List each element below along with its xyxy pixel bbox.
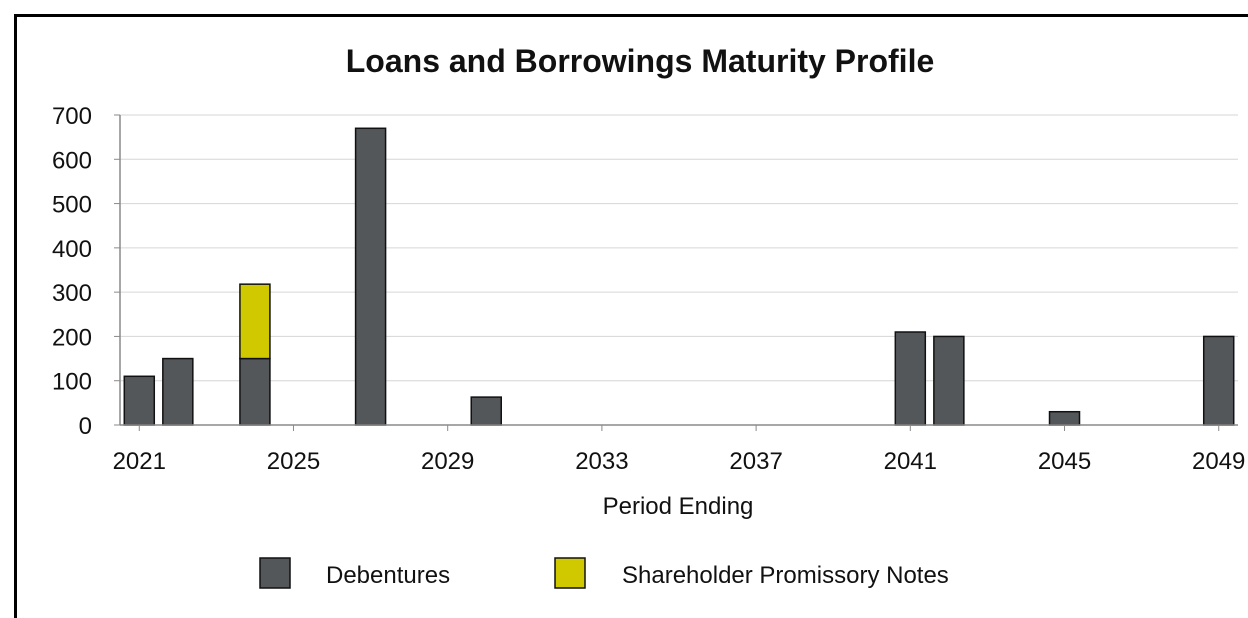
bar-debentures-2041 (894, 331, 927, 426)
bar-debentures-2045 (1048, 410, 1081, 426)
x-tick-label: 2025 (267, 448, 320, 475)
y-tick-label: 400 (52, 236, 92, 263)
bars (123, 127, 1235, 426)
bar-debentures-2024 (239, 357, 271, 426)
bar-debentures-2049 (1202, 335, 1235, 426)
legend-label: Debentures (326, 562, 450, 589)
y-tick-label: 500 (52, 192, 92, 219)
y-tick-labels: 0 100 200 300 400 500 600 700 (52, 103, 92, 440)
y-tick-label: 700 (52, 103, 92, 130)
x-tick-label: 2033 (575, 448, 628, 475)
x-axis-label: Period Ending (603, 493, 754, 520)
chart-frame (14, 14, 1248, 618)
x-tick-label: 2021 (113, 448, 166, 475)
y-tick-label: 200 (52, 324, 92, 351)
y-tick-label: 100 (52, 369, 92, 396)
x-tick-labels: 2021 2025 2029 2033 2037 2041 2045 2049 (113, 448, 1246, 475)
legend-label: Shareholder Promissory Notes (622, 562, 949, 589)
x-tick-label: 2029 (421, 448, 474, 475)
bar-shareholder-promissory-notes-2024 (239, 283, 271, 360)
x-tick-label: 2037 (729, 448, 782, 475)
bar-debentures-2042 (933, 335, 965, 426)
bar-debentures-2021 (123, 375, 156, 426)
x-tick-label: 2049 (1192, 448, 1245, 475)
chart-title: Loans and Borrowings Maturity Profile (346, 43, 935, 79)
legend-swatch-debentures (259, 557, 291, 589)
y-tick-label: 600 (52, 147, 92, 174)
x-tick-label: 2045 (1038, 448, 1091, 475)
axes (114, 114, 1238, 431)
y-tick-label: 0 (79, 413, 92, 440)
bar-debentures-2022 (162, 357, 194, 426)
bar-debentures-2027 (354, 127, 387, 426)
y-tick-label: 300 (52, 280, 92, 307)
gridlines (120, 114, 1238, 382)
bar-debentures-2030 (470, 396, 502, 426)
x-tick-label: 2041 (884, 448, 937, 475)
legend: Debentures Shareholder Promissory Notes (259, 557, 949, 589)
legend-swatch-shareholder-promissory-notes (554, 557, 586, 589)
